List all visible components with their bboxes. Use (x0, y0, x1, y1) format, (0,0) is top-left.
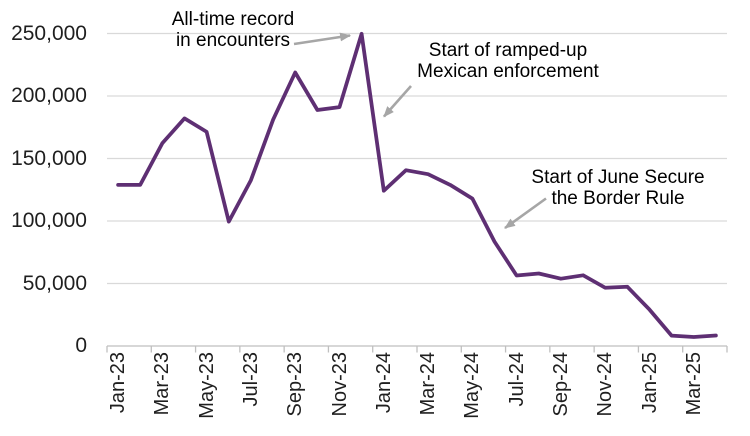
y-tick-label: 200,000 (11, 84, 87, 107)
x-tick-label: Jan-25 (638, 352, 661, 414)
x-tick-label: Nov-24 (594, 352, 617, 417)
x-tick-label: Mar-23 (151, 352, 174, 416)
encounters-line (116, 31, 718, 339)
annotation-text-line: Mexican enforcement (417, 61, 599, 82)
x-tick-label: Sep-24 (549, 352, 572, 417)
y-tick-label: 50,000 (22, 271, 87, 295)
annotation-arrow-border-rule (504, 197, 547, 230)
x-tick-label: Jan-23 (107, 352, 130, 414)
x-tick-label: Jul-24 (505, 352, 528, 407)
annotation-text-line: Start of ramped-up (428, 40, 588, 61)
x-tick-label: May-23 (195, 352, 218, 419)
x-tick-label: Mar-25 (682, 352, 705, 416)
annotation-border-rule: Start of June Secure the Border Rule (498, 167, 738, 209)
annotation-text-line: Start of June Secure (531, 167, 705, 188)
x-tick-label: Jan-24 (372, 352, 395, 414)
y-tick-label: 250,000 (11, 21, 87, 45)
annotation-arrow-mexican-enforcement (383, 85, 412, 118)
annotation-mexican-enforcement: Start of ramped-up Mexican enforcement (388, 40, 628, 82)
annotation-text-line: the Border Rule (551, 188, 685, 209)
annotation-text-line: All-time record (171, 9, 295, 30)
x-tick-label: Jul-23 (239, 352, 262, 407)
y-tick-label: 0 (75, 334, 87, 357)
y-tick-label: 100,000 (11, 209, 87, 232)
x-tick-label: May-24 (461, 352, 484, 419)
annotation-text-line: in encounters (175, 30, 291, 51)
x-tick-label: Sep-23 (284, 352, 307, 417)
annotation-all-time-record: All-time record in encounters (113, 9, 353, 51)
annotation-arrow-all-time-record (293, 32, 352, 46)
x-tick-label: Nov-23 (328, 352, 351, 417)
y-tick-label: 150,000 (11, 146, 87, 170)
x-tick-label: Mar-24 (417, 352, 440, 416)
